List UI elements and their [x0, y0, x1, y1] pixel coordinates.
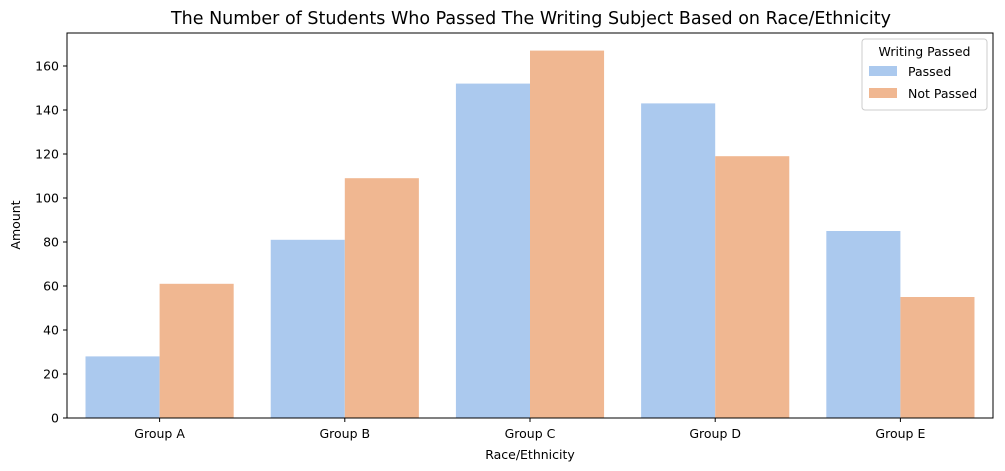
y-axis: 0 20 40 60 80 100 120 140 160: [35, 59, 67, 426]
bar-not-passed-group-b: [344, 178, 419, 418]
y-tick-label: 0: [51, 411, 59, 426]
plot-frame: [66, 32, 994, 419]
x-tick-label: Group B: [319, 426, 370, 441]
y-tick-label: 40: [43, 323, 59, 338]
y-tick-label: 80: [43, 235, 59, 250]
y-tick-label: 160: [35, 59, 59, 74]
x-tick-label: Group C: [505, 426, 556, 441]
legend-swatch-passed: [869, 66, 897, 76]
bar-not-passed-group-e: [900, 297, 975, 418]
y-tick-label: 120: [35, 147, 59, 162]
x-tick-label: Group E: [875, 426, 925, 441]
bar-passed-group-c: [455, 83, 530, 418]
x-tick-label: Group D: [689, 426, 741, 441]
y-tick-label: 60: [43, 279, 59, 294]
y-tick-label: 100: [35, 191, 59, 206]
legend-swatch-not-passed: [869, 88, 897, 98]
bar-passed-group-b: [270, 239, 345, 418]
bars-group: [85, 50, 975, 419]
x-axis-label: Race/Ethnicity: [485, 447, 575, 462]
legend-label-passed: Passed: [908, 64, 951, 79]
y-axis-label: Amount: [8, 200, 23, 249]
bar-not-passed-group-c: [530, 50, 605, 418]
y-tick-label: 20: [43, 367, 59, 382]
legend-title: Writing Passed: [879, 44, 971, 59]
bar-passed-group-d: [641, 103, 716, 419]
bar-passed-group-a: [85, 356, 160, 418]
legend-label-not-passed: Not Passed: [908, 86, 977, 101]
x-tick-label: Group A: [134, 426, 185, 441]
bar-not-passed-group-d: [715, 156, 790, 418]
bar-passed-group-e: [826, 231, 901, 418]
chart-title: The Number of Students Who Passed The Wr…: [170, 9, 891, 29]
legend: Writing Passed Passed Not Passed: [861, 38, 988, 111]
bar-not-passed-group-a: [159, 283, 234, 418]
y-tick-label: 140: [35, 103, 59, 118]
x-axis: Group A Group B Group C Group D Group E: [134, 418, 925, 441]
